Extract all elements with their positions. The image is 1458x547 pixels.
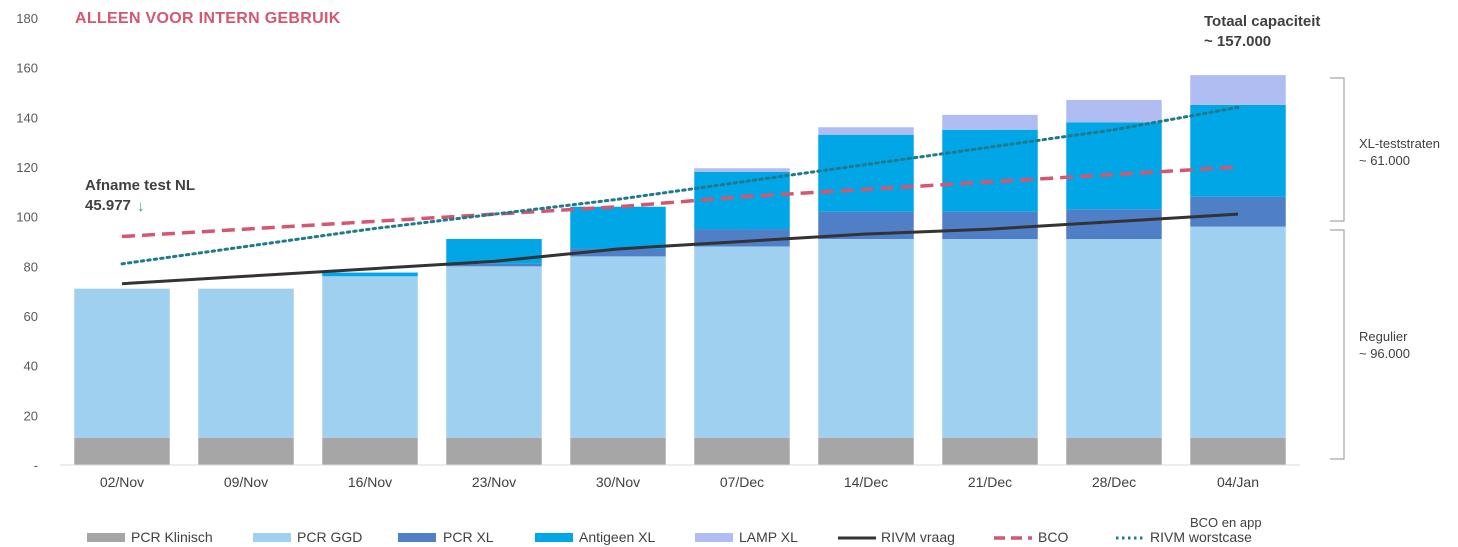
down-arrow-icon: ↓ [137, 198, 145, 215]
bar-segment-pcr-ggd [818, 239, 914, 438]
y-tick-label: 100 [16, 210, 38, 225]
y-tick-label: 40 [24, 359, 38, 374]
xl-teststraten-label: XL-teststraten [1359, 136, 1440, 151]
bar-segment-antigeen-xl [818, 134, 914, 212]
bar-segment-pcr-ggd [446, 266, 542, 438]
bar-segment-pcr-klinisch [74, 437, 170, 465]
xl-bracket [1330, 77, 1345, 222]
legend: PCR Klinisch PCR GGD PCR XL Antigeen XL … [87, 515, 1262, 545]
x-tick-label: 04/Jan [1217, 474, 1259, 490]
stacked-bars [74, 75, 1286, 465]
bar-segment-antigeen-xl [570, 206, 666, 249]
legend-label-bco: BCO [1038, 529, 1068, 545]
legend-swatch-antigeen-xl [535, 533, 573, 542]
regulier-value: ~ 96.000 [1359, 346, 1410, 361]
legend-swatch-pcr-xl [398, 533, 436, 542]
bar-segment-pcr-ggd [198, 288, 294, 438]
bar-segment-pcr-klinisch [942, 437, 1038, 465]
legend-label-lamp-xl: LAMP XL [739, 529, 798, 545]
legend-label-pcr-xl: PCR XL [443, 529, 494, 545]
bar-segment-lamp-xl [694, 168, 790, 172]
x-tick-label: 16/Nov [348, 474, 392, 490]
internal-use-banner: ALLEEN VOOR INTERN GEBRUIK [75, 10, 341, 27]
total-capacity-label: Totaal capaciteit [1204, 13, 1320, 30]
y-tick-label: 60 [24, 309, 38, 324]
bar-segment-pcr-klinisch [1190, 437, 1286, 465]
x-axis: 02/Nov 09/Nov 16/Nov 23/Nov 30/Nov 07/Dec 14/D… [60, 464, 1300, 490]
legend-label-antigeen-xl: Antigeen XL [579, 529, 655, 545]
legend-label-rivm-worstcase: RIVM worstcase [1150, 529, 1252, 545]
legend-label-pcr-ggd: PCR GGD [297, 529, 362, 545]
bar-segment-pcr-ggd [322, 276, 418, 438]
bar-segment-antigeen-xl [446, 239, 542, 264]
bar-segment-antigeen-xl [1190, 104, 1286, 197]
line-bco [121, 165, 1239, 239]
x-tick-label: 21/Dec [968, 474, 1012, 490]
bar-segment-pcr-xl [942, 211, 1038, 240]
x-tick-label: 30/Nov [596, 474, 640, 490]
bar-segment-pcr-xl [1190, 196, 1286, 227]
legend-label-pcr-klinisch: PCR Klinisch [131, 529, 213, 545]
x-tick-label: 09/Nov [224, 474, 268, 490]
x-tick-label: 02/Nov [100, 474, 144, 490]
y-tick-label: - [34, 458, 38, 473]
bar-segment-pcr-klinisch [198, 437, 294, 465]
trend-lines [120, 105, 1240, 286]
x-tick-label: 23/Nov [472, 474, 516, 490]
legend-swatch-pcr-ggd [253, 533, 291, 542]
y-tick-label: 160 [16, 61, 38, 76]
y-tick-label: 120 [16, 160, 38, 175]
bar-segment-pcr-klinisch [570, 437, 666, 465]
bar-segment-lamp-xl [818, 127, 914, 135]
bar-segment-pcr-ggd [570, 256, 666, 438]
bar-segment-pcr-xl [446, 263, 542, 267]
y-tick-label: 140 [16, 110, 38, 125]
bar-segment-lamp-xl [1190, 75, 1286, 105]
bar-segment-pcr-ggd [1190, 226, 1286, 438]
y-tick-label: 20 [24, 408, 38, 423]
bar-segment-pcr-ggd [694, 246, 790, 438]
y-axis: - 20 40 60 80 100 120 140 160 180 [16, 11, 38, 473]
bar-segment-pcr-klinisch [322, 437, 418, 465]
xl-teststraten-value: ~ 61.000 [1359, 153, 1410, 168]
line-rivm-worstcase [120, 105, 1240, 266]
bar-segment-pcr-klinisch [694, 437, 790, 465]
bar-segment-antigeen-xl [942, 129, 1038, 212]
x-tick-label: 28/Dec [1092, 474, 1136, 490]
regulier-label: Regulier [1359, 329, 1408, 344]
bar-segment-pcr-klinisch [446, 437, 542, 465]
afname-value: 45.977 [85, 197, 131, 214]
bar-segment-antigeen-xl [1066, 122, 1162, 210]
bar-segment-pcr-ggd [74, 288, 170, 438]
bar-segment-antigeen-xl [322, 272, 418, 277]
regulier-bracket [1330, 229, 1345, 460]
total-capacity-value: ~ 157.000 [1204, 33, 1271, 50]
line-rivm-vraag [121, 212, 1239, 286]
bar-segment-lamp-xl [942, 114, 1038, 130]
bar-segment-pcr-ggd [1066, 239, 1162, 438]
y-tick-label: 80 [24, 259, 38, 274]
bar-segment-pcr-ggd [942, 239, 1038, 438]
bar-segment-pcr-klinisch [1066, 437, 1162, 465]
bar-segment-pcr-klinisch [818, 437, 914, 465]
bar-segment-pcr-xl [570, 248, 666, 257]
legend-label-rivm-vraag: RIVM vraag [881, 529, 955, 545]
x-tick-label: 14/Dec [844, 474, 888, 490]
bar-segment-lamp-xl [1066, 99, 1162, 123]
legend-swatch-lamp-xl [695, 533, 733, 542]
legend-swatch-pcr-klinisch [87, 533, 125, 542]
legend-label-bco-en-app: BCO en app [1190, 515, 1262, 530]
y-tick-label: 180 [16, 11, 38, 26]
afname-label: Afname test NL [85, 177, 195, 194]
x-tick-label: 07/Dec [720, 474, 764, 490]
